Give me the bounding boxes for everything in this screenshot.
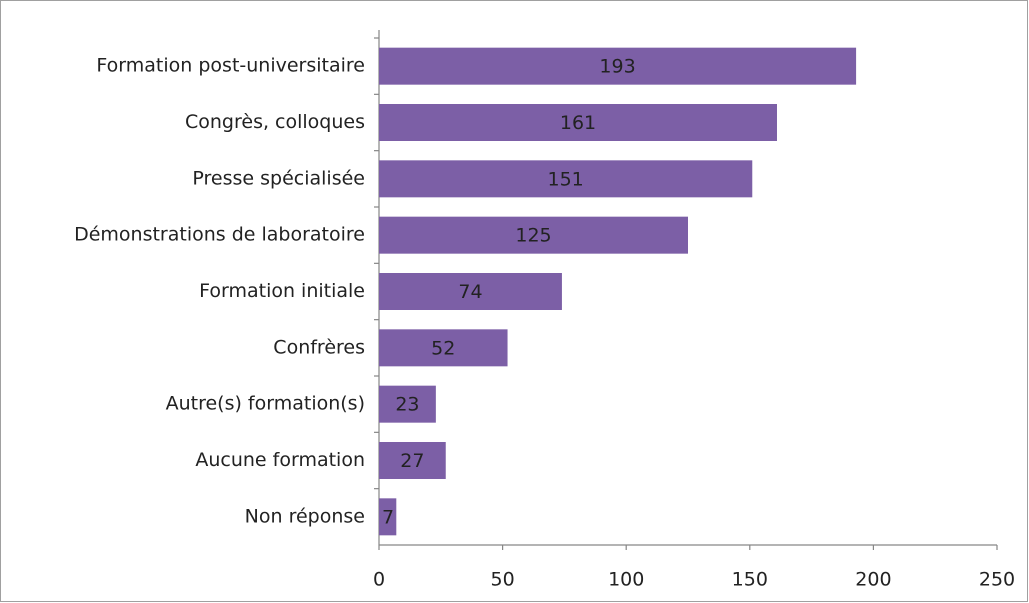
data-label: 193 bbox=[599, 56, 635, 78]
bar bbox=[379, 442, 446, 479]
data-label: 23 bbox=[395, 394, 419, 416]
bar bbox=[379, 329, 508, 367]
data-label: 125 bbox=[515, 225, 551, 247]
x-tick-label: 0 bbox=[373, 569, 385, 591]
bar bbox=[379, 216, 688, 254]
y-tick-label: Non réponse bbox=[245, 505, 365, 527]
y-tick-label: Formation post-universitaire bbox=[96, 55, 365, 77]
y-tick-label: Aucune formation bbox=[195, 449, 365, 471]
y-tick-label: Autre(s) formation(s) bbox=[166, 393, 365, 415]
x-tick-label: 150 bbox=[732, 569, 768, 591]
data-label: 27 bbox=[400, 450, 424, 472]
y-tick-label: Confrères bbox=[273, 336, 365, 358]
bar bbox=[379, 498, 397, 536]
y-tick-label: Presse spécialisée bbox=[192, 167, 365, 189]
data-label: 7 bbox=[382, 506, 394, 528]
x-tick-label: 200 bbox=[855, 569, 891, 591]
bar bbox=[379, 104, 777, 141]
y-tick-label: Congrès, colloques bbox=[185, 111, 365, 133]
data-label: 74 bbox=[458, 281, 482, 303]
x-tick-label: 250 bbox=[979, 569, 1015, 591]
data-label: 161 bbox=[560, 112, 596, 134]
x-tick-label: 100 bbox=[608, 569, 644, 591]
x-tick-label: 50 bbox=[491, 569, 515, 591]
y-tick-label: Démonstrations de laboratoire bbox=[74, 224, 365, 246]
data-label: 52 bbox=[431, 337, 455, 359]
bar bbox=[379, 160, 753, 198]
bar bbox=[379, 273, 562, 310]
y-tick-label: Formation initiale bbox=[199, 280, 365, 302]
data-label: 151 bbox=[548, 168, 584, 190]
bar bbox=[379, 385, 436, 423]
bar bbox=[379, 47, 857, 85]
